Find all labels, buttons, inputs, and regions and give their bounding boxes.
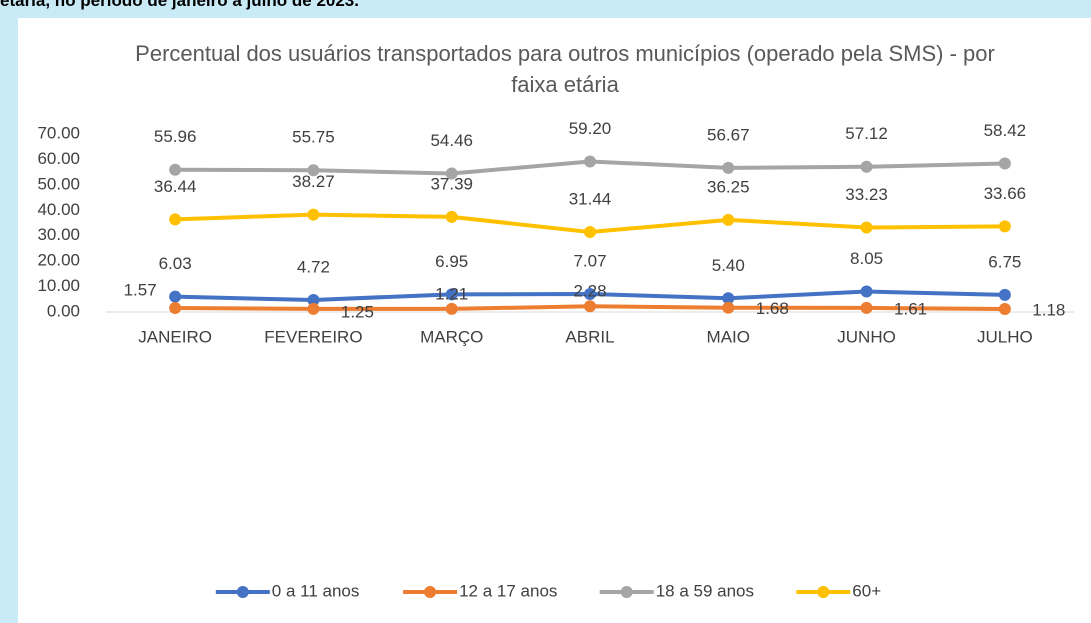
point [445,167,458,180]
point [998,288,1011,301]
data-label: 2.28 [573,282,606,301]
point [584,300,596,313]
data-label: 1.68 [756,299,789,318]
data-label: 33.66 [984,184,1027,203]
data-label: 1.61 [894,299,927,318]
point [722,301,735,314]
data-label: 6.75 [988,252,1021,271]
data-label: 7.07 [573,252,606,271]
data-label: 56.67 [707,125,750,144]
y-tick-label: 10.00 [37,276,80,295]
y-tick-label: 20.00 [37,251,80,270]
data-label: 5.40 [712,256,745,275]
x-tick-label: JANEIRO [138,327,212,346]
y-tick-label: 50.00 [37,174,80,193]
point [860,285,873,298]
data-label: 31.44 [569,190,612,209]
point [860,160,873,173]
chart-title: Percentual dos usuários transportados pa… [135,41,995,97]
point [584,288,596,301]
y-tick-label: 70.00 [37,123,80,142]
data-label: 36.44 [154,177,197,196]
x-tick-label: JUNHO [837,327,896,346]
data-label: 58.42 [984,121,1027,140]
point [998,220,1011,233]
point [307,302,320,315]
data-label: 37.39 [430,174,473,193]
point [722,161,735,174]
point [584,226,596,239]
data-label: 57.12 [845,124,888,143]
data-label: 54.46 [430,131,473,150]
legend-label: 12 a 17 anos [459,581,557,600]
legend-marker [817,586,830,598]
point [860,301,873,314]
chart-panel [18,18,1091,623]
point [169,302,182,315]
data-label: 1.21 [435,284,468,303]
x-tick-label: MARÇO [420,327,483,346]
data-label: 6.03 [159,254,192,273]
point [169,290,182,303]
point [445,210,458,223]
legend-marker [236,586,249,598]
data-label: 55.96 [154,127,197,146]
point [722,292,735,305]
x-tick-label: FEVEREIRO [264,327,362,346]
legend-label: 60+ [852,581,881,600]
legend-marker [424,586,437,598]
point [445,288,458,301]
y-tick-label: 40.00 [37,200,80,219]
point [998,157,1011,170]
point [722,213,735,226]
data-label: 38.27 [292,172,335,191]
point [307,293,320,306]
point [169,163,182,176]
data-label: 1.25 [341,302,374,321]
data-label: 55.75 [292,128,335,147]
point [584,155,596,168]
data-label: 1.57 [124,280,157,299]
point [860,221,873,234]
legend-label: 18 a 59 anos [656,581,754,600]
point [445,302,458,315]
point [998,302,1011,315]
data-label: 4.72 [297,257,330,276]
point [169,213,182,226]
x-tick-label: ABRIL [565,327,614,346]
point [307,208,320,221]
legend-marker [620,586,633,598]
legend-label: 0 a 11 anos [272,581,360,600]
data-label: 6.95 [435,252,468,271]
y-tick-label: 30.00 [37,225,80,244]
x-tick-label: JULHO [977,327,1033,346]
data-label: 1.18 [1032,300,1065,319]
y-tick-label: 0.00 [47,301,80,320]
data-label: 8.05 [850,249,883,268]
banner: etária, no período de janeiro a julho de… [0,0,359,10]
x-tick-label: MAIO [707,327,750,346]
data-label: 33.23 [845,185,888,204]
data-label: 36.25 [707,177,750,196]
point [307,164,320,177]
y-tick-label: 60.00 [37,149,80,168]
data-label: 59.20 [569,119,612,138]
